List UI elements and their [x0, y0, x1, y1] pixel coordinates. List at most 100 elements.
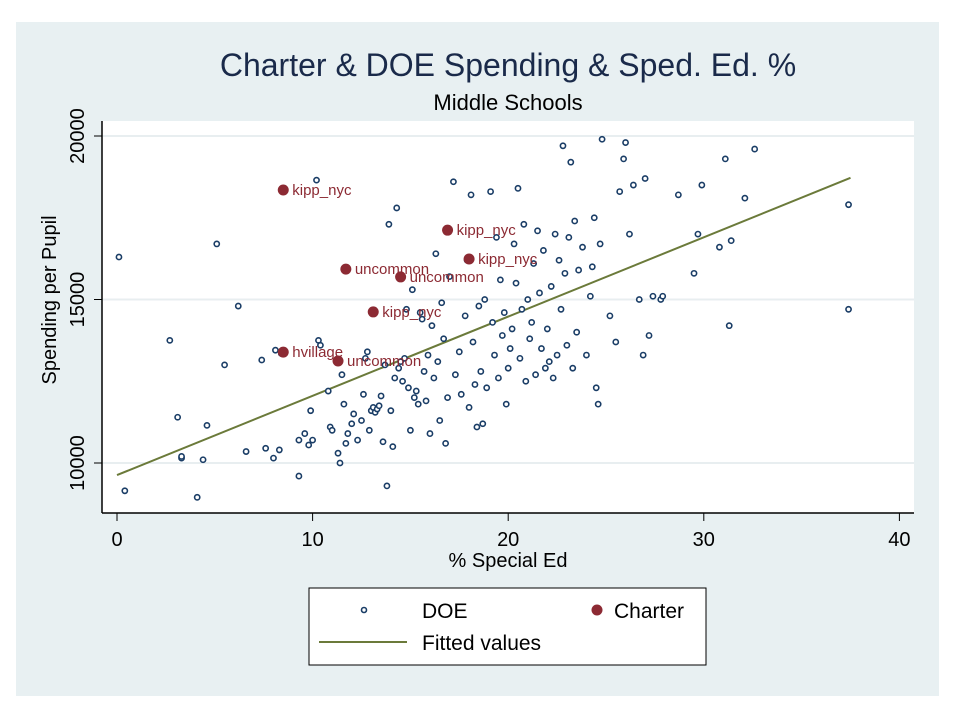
doe-point — [420, 368, 428, 375]
doe-point — [221, 361, 228, 369]
doe-point — [301, 430, 309, 437]
doe-point — [512, 279, 520, 287]
doe-point — [530, 260, 538, 267]
doe-point — [350, 410, 358, 418]
doe-point — [491, 351, 498, 359]
gridlines — [102, 135, 914, 464]
doe-point — [616, 188, 624, 195]
doe-point — [446, 273, 453, 281]
doe-point — [424, 351, 432, 359]
doe-point — [500, 309, 508, 316]
doe-point — [242, 448, 250, 455]
doe-point — [360, 390, 367, 398]
doe-point — [377, 392, 385, 400]
doe-point — [536, 289, 543, 297]
doe-point — [387, 407, 395, 415]
doe-point — [434, 358, 442, 366]
doe-point — [559, 142, 567, 150]
doe-point — [579, 243, 586, 251]
doe-point — [385, 220, 393, 228]
doe-point — [629, 181, 637, 189]
doe-point — [588, 263, 596, 271]
legend-doe-marker — [360, 606, 368, 614]
fitted-line-group — [116, 176, 851, 477]
doe-point — [498, 332, 506, 339]
doe-point — [586, 292, 594, 300]
doe-point — [405, 384, 412, 392]
doe-point — [438, 299, 446, 307]
doe-point — [473, 423, 481, 431]
legend-charter-label: Charter — [614, 600, 684, 623]
doe-point — [450, 178, 457, 186]
doe-point — [389, 443, 397, 451]
y-tick-label: 15000 — [67, 272, 89, 328]
doe-point — [659, 292, 667, 300]
doe-point — [178, 453, 185, 460]
doe-point — [508, 325, 516, 333]
doe-point — [483, 384, 491, 392]
doe-point — [522, 377, 530, 385]
doe-point — [524, 296, 532, 303]
legend-box — [308, 587, 707, 666]
doe-point — [727, 237, 735, 245]
doe-point — [174, 413, 182, 421]
doe-point — [547, 283, 555, 290]
doe-point — [493, 233, 500, 241]
doe-point — [845, 201, 852, 209]
doe-point — [362, 354, 369, 362]
doe-point — [502, 400, 510, 408]
doe-point — [258, 356, 266, 364]
doe-point — [698, 181, 706, 189]
doe-point — [489, 318, 496, 326]
doe-point — [469, 338, 477, 346]
doe-point — [166, 336, 174, 344]
doe-point — [428, 322, 436, 330]
doe-point — [461, 312, 469, 320]
doe-point — [504, 364, 512, 372]
legend-fitted-label: Fitted values — [422, 632, 541, 655]
doe-point — [262, 444, 270, 452]
doe-point — [324, 387, 332, 395]
charter-point-label: kipp_nyc — [382, 304, 442, 321]
doe-point — [561, 269, 569, 277]
doe-point — [506, 345, 514, 352]
doe-point — [534, 227, 541, 235]
doe-point — [307, 407, 315, 415]
doe-point — [336, 459, 344, 467]
doe-point — [440, 335, 448, 343]
doe-point — [606, 312, 614, 320]
charter-point — [442, 224, 454, 236]
doe-point — [622, 139, 629, 146]
x-axis-ticks: 0 10 20 30 40 — [111, 513, 911, 551]
doe-point — [379, 438, 387, 446]
doe-point — [295, 436, 303, 444]
doe-point — [495, 374, 502, 382]
doe-point — [305, 441, 313, 449]
doe-point — [295, 472, 303, 480]
doe-point — [518, 305, 526, 313]
doe-point — [567, 158, 575, 166]
doe-point — [626, 230, 633, 238]
charter-point-label: hvillage — [292, 344, 343, 361]
charter-point-label: uncommon — [355, 261, 429, 278]
doe-point — [199, 456, 207, 464]
y-axis-ticks: 10000 15000 20000 — [67, 108, 102, 491]
doe-point — [514, 184, 522, 192]
x-axis-title: % Special Ed — [449, 550, 568, 572]
charter-point-label: kipp_nyc — [478, 251, 538, 268]
doe-point — [465, 404, 473, 411]
charter-point-label: kipp_nyc — [457, 222, 517, 239]
doe-point — [436, 417, 444, 424]
charter-point — [395, 271, 407, 283]
doe-point — [612, 338, 620, 346]
charter-point-label: uncommon — [410, 269, 484, 286]
doe-point — [393, 204, 401, 212]
doe-point — [543, 325, 551, 333]
doe-point — [565, 233, 573, 241]
x-tick-label: 10 — [301, 529, 323, 551]
doe-point — [313, 176, 320, 184]
chart-title: Charter & DOE Spending & Sped. Ed. % — [220, 47, 796, 83]
doe-point — [690, 269, 698, 277]
doe-point — [645, 332, 653, 339]
doe-point — [451, 371, 459, 379]
